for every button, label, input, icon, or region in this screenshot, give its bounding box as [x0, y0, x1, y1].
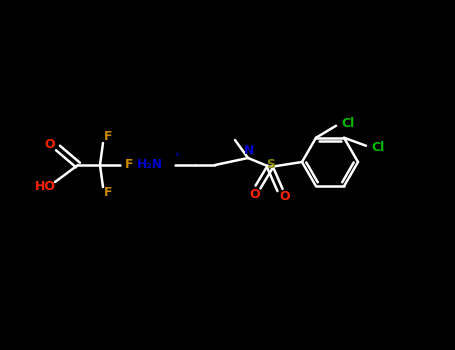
Text: ⁺: ⁺ [174, 152, 180, 162]
Text: Cl: Cl [371, 141, 384, 154]
Text: F: F [104, 187, 112, 199]
Text: H₂N: H₂N [137, 158, 163, 170]
Text: F: F [125, 159, 133, 172]
Text: F: F [104, 131, 112, 144]
Text: N: N [244, 144, 254, 156]
Text: O: O [45, 139, 56, 152]
Text: S: S [267, 159, 275, 172]
Text: HO: HO [35, 181, 56, 194]
Text: Cl: Cl [341, 117, 354, 130]
Text: O: O [280, 190, 290, 203]
Text: O: O [250, 188, 260, 201]
